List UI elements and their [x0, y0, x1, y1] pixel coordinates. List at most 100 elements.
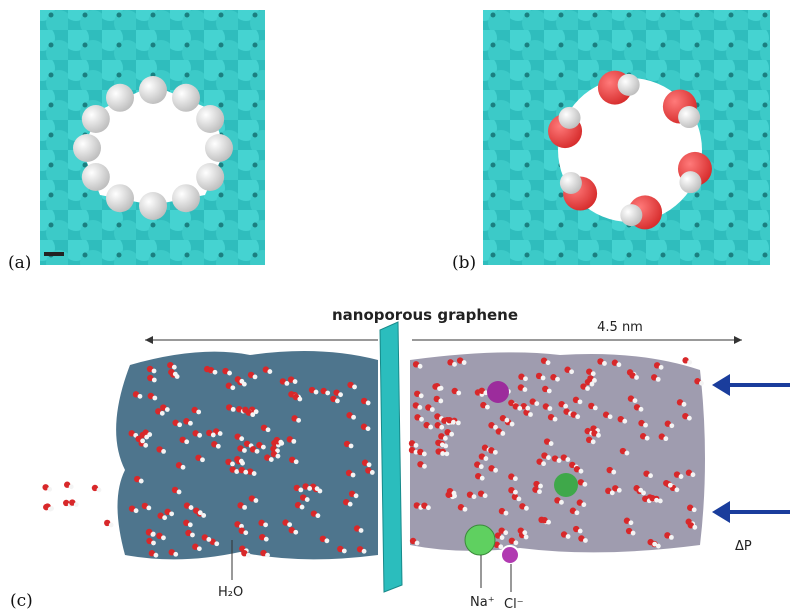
- hydrogen-atom: [602, 361, 607, 366]
- hydrogen-atom: [190, 533, 195, 538]
- hydrogen-atom: [161, 535, 166, 540]
- chloride-ion: [487, 381, 509, 403]
- hydrogen-atom: [557, 458, 562, 463]
- hydrogen-atom: [139, 76, 167, 104]
- hydrogen-atom: [151, 532, 156, 537]
- hydrogen-atom: [198, 510, 203, 515]
- hydrogen-atom: [335, 398, 340, 403]
- chloride-ion: [501, 546, 519, 564]
- hydrogen-atom: [483, 456, 488, 461]
- hydrogen-atom: [348, 502, 353, 507]
- hydrogen-atom: [438, 399, 443, 404]
- hydrogen-atom: [205, 134, 233, 162]
- hydrogen-atom: [139, 479, 144, 484]
- hydrogen-atom: [342, 549, 347, 554]
- scale-icon: [44, 252, 64, 256]
- hydrogen-atom: [452, 362, 457, 367]
- hydrogen-atom: [242, 448, 247, 453]
- hydrogen-atom: [559, 500, 564, 505]
- hydrogen-atom: [338, 392, 343, 397]
- dimension-arrowhead: [734, 336, 742, 344]
- hydrogen-atom: [528, 412, 533, 417]
- hydrogen-atom: [493, 468, 498, 473]
- hydrogen-atom: [231, 407, 236, 412]
- hydrogen-atom: [618, 74, 640, 96]
- hydrogen-atom: [546, 455, 551, 460]
- hydrogen-atom: [537, 489, 542, 494]
- hydrogen-atom: [366, 401, 371, 406]
- hydrogen-atom: [656, 377, 661, 382]
- hydrogen-atom: [583, 538, 588, 543]
- hydrogen-atom: [643, 423, 648, 428]
- hydrogen-atom: [569, 369, 574, 374]
- hydrogen-atom: [48, 507, 53, 512]
- pressure-arrowhead: [712, 374, 730, 396]
- hydrogen-atom: [263, 522, 268, 527]
- hydrogen-atom: [297, 397, 302, 402]
- hydrogen-atom: [679, 474, 684, 479]
- hydrogen-atom: [419, 393, 424, 398]
- hydrogen-atom: [367, 462, 372, 467]
- length-label: 4.5 nm: [597, 320, 643, 335]
- hydrogen-atom: [316, 513, 321, 518]
- hydrogen-atom: [456, 420, 461, 425]
- hydrogen-atom: [426, 505, 431, 510]
- hydrogen-atom: [428, 425, 433, 430]
- hydrogen-atom: [296, 418, 301, 423]
- hydrogen-atom: [472, 494, 477, 499]
- hydrogen-atom: [255, 449, 260, 454]
- hydrogen-atom: [181, 465, 186, 470]
- hydrogen-atom: [691, 472, 696, 477]
- membrane-label: nanoporous graphene: [332, 306, 518, 324]
- hydrogen-atom: [154, 553, 159, 558]
- hydrogen-atom: [566, 534, 571, 539]
- hydrogen-atom: [547, 406, 552, 411]
- hydrogen-atom: [559, 107, 581, 129]
- hydrogen-atom: [109, 523, 114, 528]
- hydrogen-atom: [525, 406, 530, 411]
- hydrogen-atom: [419, 417, 424, 422]
- hydrogen-atom: [522, 530, 527, 535]
- hydrogen-atom: [687, 360, 692, 365]
- hydrogen-atom: [287, 522, 292, 527]
- hydrogen-atom: [173, 372, 178, 377]
- panel-label: (a): [8, 253, 31, 273]
- hydrogen-atom: [547, 389, 552, 394]
- hydrogen-atom: [585, 386, 590, 391]
- hydrogen-atom: [692, 507, 697, 512]
- hydrogen-atom: [578, 529, 583, 534]
- hydrogen-atom: [197, 546, 202, 551]
- hydrogen-atom: [106, 184, 134, 212]
- hydrogen-atom: [354, 493, 359, 498]
- hydrogen-atom: [196, 163, 224, 191]
- hydrogen-atom: [452, 491, 457, 496]
- hydrogen-atom: [687, 416, 692, 421]
- hydrogen-atom: [485, 405, 490, 410]
- hydrogen-atom: [523, 387, 528, 392]
- hydrogen-atom: [631, 531, 636, 536]
- hydrogen-atom: [513, 476, 518, 481]
- hydrogen-atom: [242, 505, 247, 510]
- hydrogen-atom: [517, 406, 522, 411]
- dimension-arrowhead: [145, 336, 153, 344]
- hydrogen-atom: [437, 386, 442, 391]
- hydrogen-atom: [243, 470, 248, 475]
- hydrogen-atom: [82, 105, 110, 133]
- hydrogen-atom: [524, 506, 529, 511]
- hydrogen-atom: [639, 407, 644, 412]
- hydrogen-atom: [266, 427, 271, 432]
- hydrogen-atom: [144, 435, 149, 440]
- hydrogen-atom: [234, 469, 239, 474]
- hydrogen-atom: [278, 440, 283, 445]
- hydrogen-atom: [578, 399, 583, 404]
- hydrogen-atom: [106, 84, 134, 112]
- hydrogen-atom: [439, 425, 444, 430]
- water-label: H₂O: [218, 585, 243, 600]
- hydrogen-atom: [165, 407, 170, 412]
- hydrogen-atom: [351, 473, 356, 478]
- hydrogen-atom: [293, 530, 298, 535]
- hydrogen-atom: [541, 461, 546, 466]
- hydrogen-atom: [293, 379, 298, 384]
- hydrogen-atom: [197, 433, 202, 438]
- hydrogen-atom: [430, 407, 435, 412]
